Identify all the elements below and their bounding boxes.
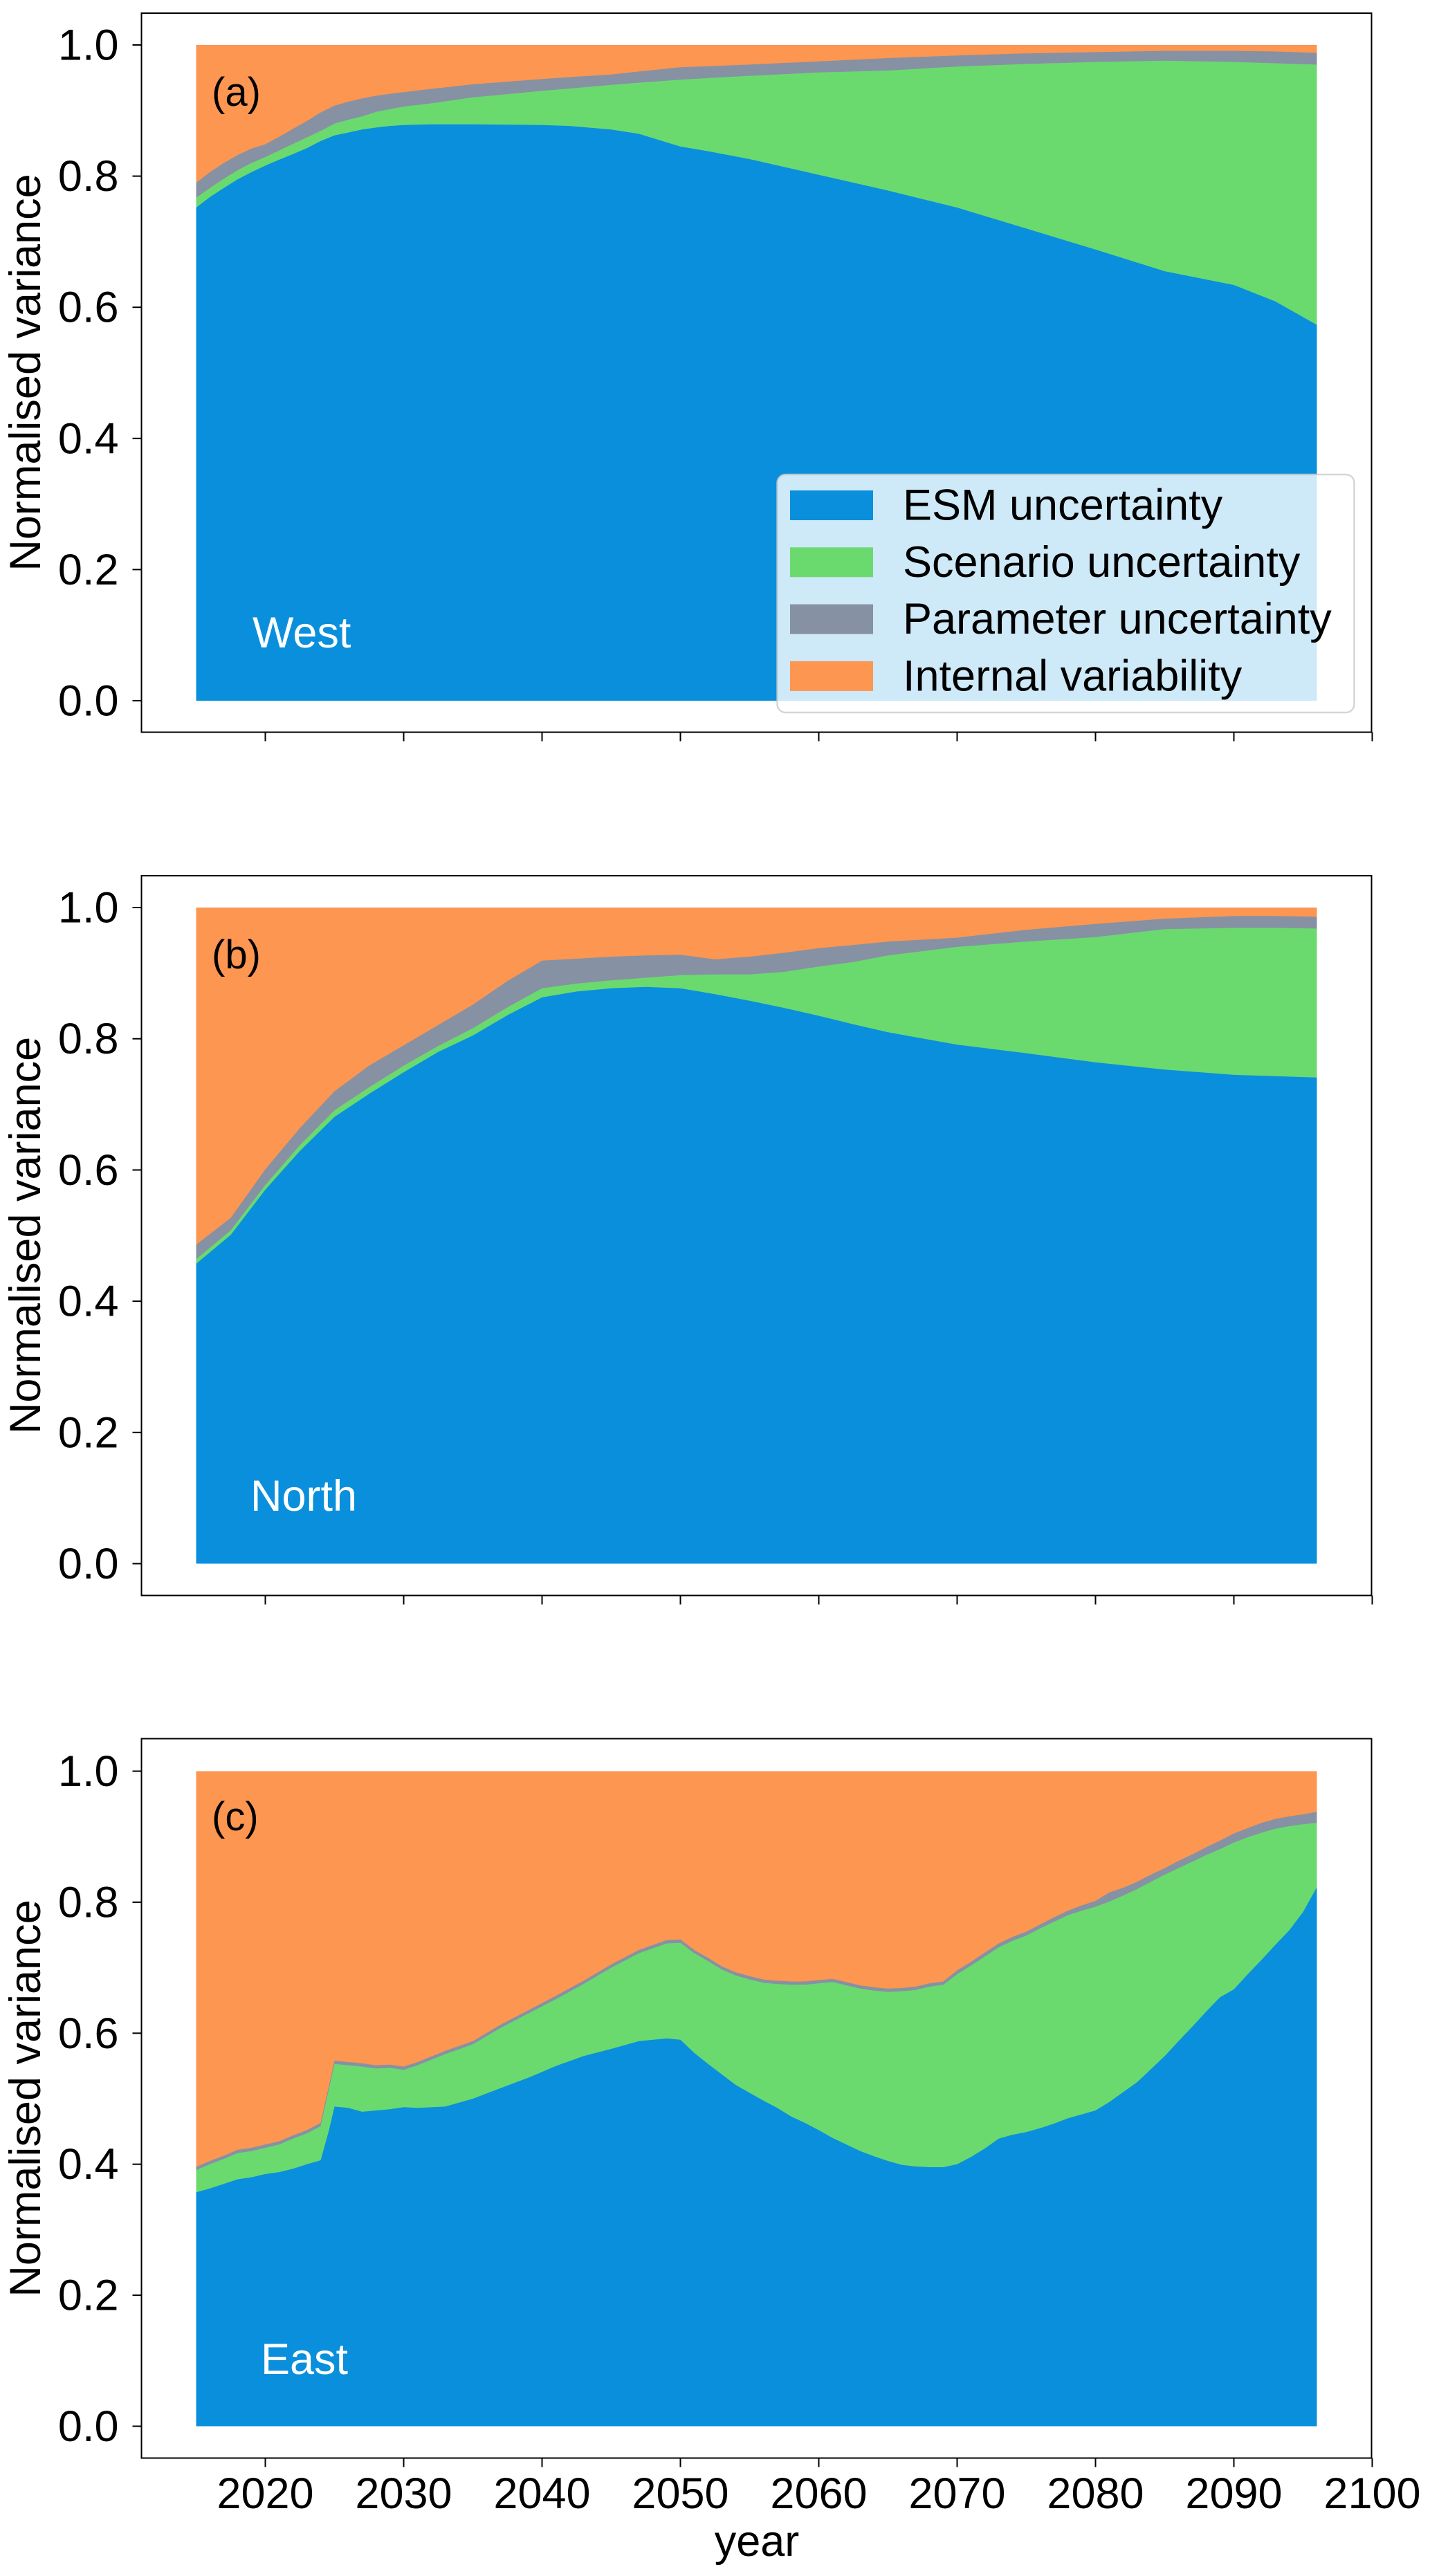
svg-text:ESM uncertainty: ESM uncertainty <box>903 481 1223 530</box>
svg-text:2070: 2070 <box>908 2469 1005 2518</box>
svg-text:0.8: 0.8 <box>58 1878 119 1926</box>
svg-text:2030: 2030 <box>355 2469 452 2518</box>
svg-text:North: North <box>250 1472 357 1520</box>
svg-text:2100: 2100 <box>1323 2469 1420 2518</box>
svg-text:1.0: 1.0 <box>58 884 119 932</box>
svg-text:0.2: 0.2 <box>58 2272 119 2320</box>
svg-text:2090: 2090 <box>1185 2469 1282 2518</box>
svg-text:East: East <box>261 2335 349 2384</box>
svg-text:year: year <box>715 2517 800 2566</box>
svg-text:0.8: 0.8 <box>58 152 119 201</box>
svg-text:(c): (c) <box>212 1794 259 1839</box>
svg-text:Parameter uncertainty: Parameter uncertainty <box>903 595 1332 643</box>
svg-text:0.8: 0.8 <box>58 1015 119 1063</box>
svg-text:Normalised variance: Normalised variance <box>1 1037 50 1434</box>
svg-text:1.0: 1.0 <box>58 1747 119 1796</box>
svg-text:West: West <box>253 609 351 657</box>
svg-text:0.6: 0.6 <box>58 284 119 332</box>
svg-text:Scenario uncertainty: Scenario uncertainty <box>903 538 1301 587</box>
svg-text:2050: 2050 <box>632 2469 728 2518</box>
svg-text:(b): (b) <box>212 932 261 977</box>
svg-text:0.2: 0.2 <box>58 1408 119 1457</box>
svg-text:0.2: 0.2 <box>58 546 119 594</box>
svg-text:0.4: 0.4 <box>58 1278 119 1326</box>
svg-text:2040: 2040 <box>493 2469 590 2518</box>
svg-text:(a): (a) <box>212 70 261 115</box>
svg-text:0.6: 0.6 <box>58 2009 119 2058</box>
svg-text:2080: 2080 <box>1047 2469 1144 2518</box>
svg-text:2060: 2060 <box>770 2469 867 2518</box>
svg-text:0.0: 0.0 <box>58 1540 119 1588</box>
svg-text:0.0: 0.0 <box>58 677 119 726</box>
svg-text:0.4: 0.4 <box>58 414 119 463</box>
svg-text:0.4: 0.4 <box>58 2140 119 2189</box>
svg-text:Internal variability: Internal variability <box>903 652 1243 701</box>
svg-text:0.0: 0.0 <box>58 2402 119 2451</box>
svg-text:0.6: 0.6 <box>58 1146 119 1195</box>
svg-text:Normalised variance: Normalised variance <box>1 174 50 571</box>
svg-text:1.0: 1.0 <box>58 21 119 70</box>
svg-text:Normalised variance: Normalised variance <box>1 1899 50 2297</box>
svg-text:2020: 2020 <box>217 2469 313 2518</box>
